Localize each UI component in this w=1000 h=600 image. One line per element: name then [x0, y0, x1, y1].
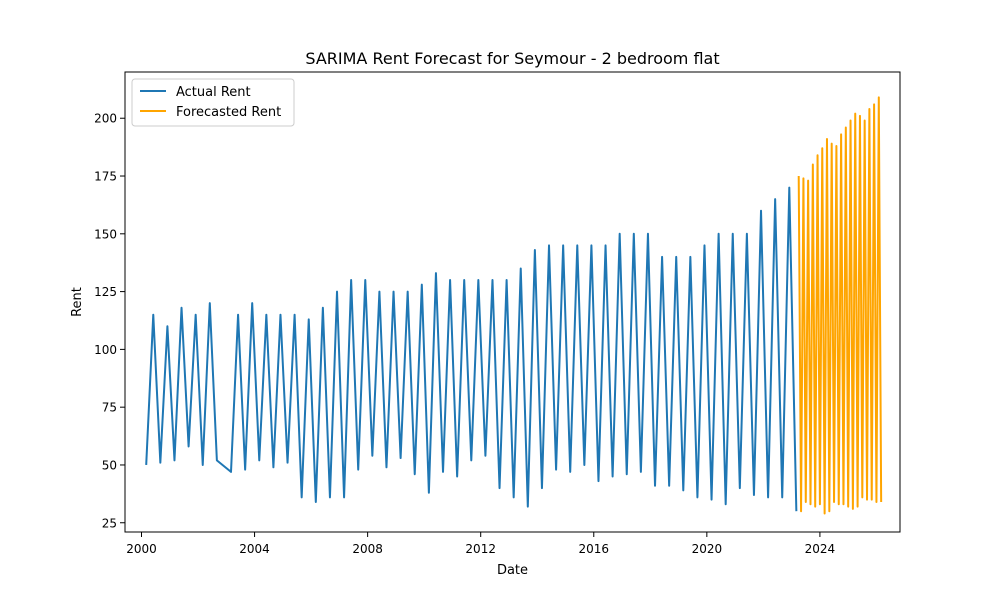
series-line-actual-rent: [145, 186, 798, 512]
plot-frame: [124, 71, 901, 533]
y-tick-label: 125: [94, 285, 117, 299]
plot-area: 2000 2004 2008 2012 2016 2020 2024 25 50 75 100 12…: [94, 71, 901, 556]
x-axis: 2000 2004 2008 2012 2016 2020 2024: [126, 532, 835, 556]
y-axis-label: Rent: [70, 287, 85, 317]
x-tick-label: 2012: [465, 542, 496, 556]
x-tick-label: 2020: [692, 542, 723, 556]
y-tick-label: 75: [102, 401, 117, 415]
x-tick-label: 2016: [578, 542, 609, 556]
series-layer: [145, 96, 883, 515]
x-axis-label: Date: [497, 563, 528, 578]
legend: Actual Rent Forecasted Rent: [131, 78, 295, 127]
legend-label-actual-rent: Actual Rent: [176, 85, 251, 100]
x-tick-label: 2004: [239, 542, 270, 556]
y-axis: 25 50 75 100 125 150 175 200: [94, 112, 125, 530]
x-tick-label: 2008: [352, 542, 383, 556]
y-tick-label: 200: [94, 112, 117, 126]
x-tick-label: 2000: [126, 542, 157, 556]
series-line-forecasted-rent: [797, 96, 883, 515]
chart-title: SARIMA Rent Forecast for Seymour - 2 bed…: [305, 49, 719, 68]
y-tick-label: 50: [102, 458, 117, 472]
x-tick-label: 2024: [805, 542, 836, 556]
legend-label-forecasted-rent: Forecasted Rent: [176, 105, 281, 120]
legend-box: [131, 78, 295, 127]
y-tick-label: 100: [94, 343, 117, 357]
y-tick-label: 175: [94, 170, 117, 184]
y-tick-label: 25: [102, 516, 117, 530]
y-tick-label: 150: [94, 227, 117, 241]
